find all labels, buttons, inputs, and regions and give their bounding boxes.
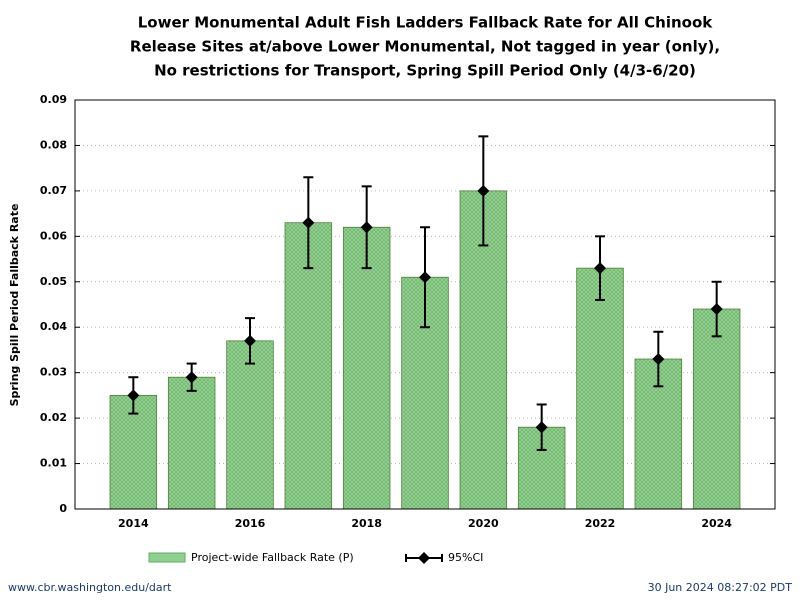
bar bbox=[167, 376, 216, 510]
estimate-marker bbox=[127, 389, 140, 402]
estimate-marker bbox=[652, 353, 665, 366]
y-tick-label: 0.08 bbox=[40, 138, 67, 151]
x-tick-label: 2022 bbox=[585, 517, 616, 530]
y-tick-label: 0.05 bbox=[40, 275, 67, 288]
estimate-marker bbox=[710, 303, 723, 316]
estimate-marker bbox=[302, 216, 315, 229]
y-tick-label: 0 bbox=[59, 502, 67, 515]
bar bbox=[692, 308, 741, 510]
legend-label: Project-wide Fallback Rate (P) bbox=[191, 551, 354, 564]
footer-date: 30 Jun 2024 08:27:02 PDT bbox=[648, 581, 793, 594]
x-tick-label: 2014 bbox=[118, 517, 149, 530]
bar bbox=[342, 226, 391, 510]
chart-title: No restrictions for Transport, Spring Sp… bbox=[154, 62, 696, 80]
estimate-marker bbox=[419, 271, 431, 284]
legend-swatch bbox=[148, 552, 186, 563]
y-tick-label: 0.09 bbox=[40, 93, 67, 106]
estimate-marker bbox=[535, 421, 548, 434]
y-tick-label: 0.06 bbox=[40, 229, 67, 242]
y-tick-label: 0.04 bbox=[40, 320, 67, 333]
legend-swatch bbox=[418, 552, 430, 564]
bar bbox=[576, 267, 624, 510]
y-tick-label: 0.01 bbox=[40, 457, 67, 470]
estimate-marker bbox=[360, 221, 373, 234]
legend-label: 95%CI bbox=[448, 551, 483, 564]
x-tick-label: 2018 bbox=[351, 517, 382, 530]
x-tick-label: 2020 bbox=[468, 517, 499, 530]
footer-url: www.cbr.washington.edu/dart bbox=[8, 581, 172, 594]
y-tick-label: 0.07 bbox=[40, 184, 67, 197]
y-tick-label: 0.02 bbox=[40, 411, 67, 424]
estimate-marker bbox=[477, 184, 490, 197]
y-axis-label: Spring Spill Period Fallback Rate bbox=[8, 204, 21, 407]
plot-frame bbox=[74, 99, 776, 510]
estimate-marker bbox=[594, 262, 606, 275]
x-tick-label: 2016 bbox=[235, 517, 266, 530]
chart-title: Lower Monumental Adult Fish Ladders Fall… bbox=[138, 14, 714, 32]
estimate-marker bbox=[244, 334, 256, 347]
estimate-marker bbox=[185, 371, 198, 384]
y-tick-label: 0.03 bbox=[40, 366, 67, 379]
chart-title: Release Sites at/above Lower Monumental,… bbox=[130, 38, 720, 56]
bar bbox=[226, 340, 274, 510]
x-tick-label: 2024 bbox=[701, 517, 732, 530]
